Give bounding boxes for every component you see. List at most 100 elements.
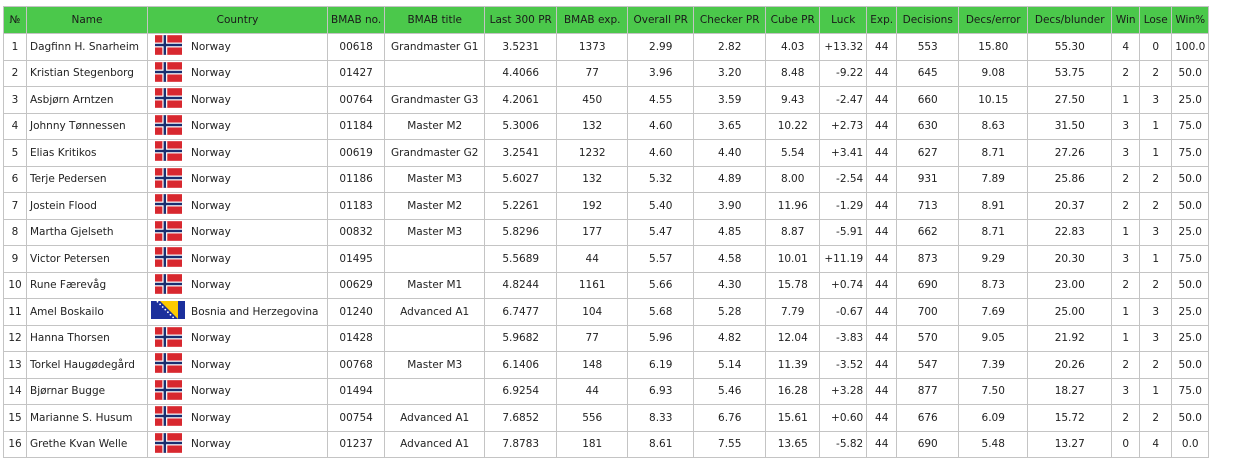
- cell-bmab-no: 00768: [326, 351, 386, 379]
- cell-checker-pr: 7.55: [693, 430, 767, 458]
- cell-bmab-title: Master M2: [384, 192, 486, 220]
- cell-bmab-title: Master M3: [384, 165, 486, 193]
- cell-exp: 44: [866, 86, 898, 114]
- table-row[interactable]: 5 Elias Kritikos Norway 00619 Grandmaster G2…: [3, 139, 1210, 167]
- cell-decs-blunder: 20.30: [1027, 245, 1113, 273]
- cell-overall-pr: 5.47: [627, 218, 695, 246]
- norway-flag: [151, 379, 185, 403]
- header-win-pct[interactable]: Win%: [1171, 6, 1210, 34]
- cell-win-pct: 100.0: [1171, 33, 1210, 61]
- table-row[interactable]: 1 Dagfinn H. Snarheim Norway 00618 Grandmast…: [3, 33, 1210, 61]
- cell-bmab-title: [384, 324, 486, 352]
- cell-luck: -0.67: [819, 298, 868, 326]
- cell-rank: 12: [3, 324, 27, 352]
- cell-player-name: Kristian Stegenborg: [26, 59, 148, 87]
- country-name: Norway: [191, 252, 231, 265]
- cell-lose: 3: [1139, 298, 1173, 326]
- cell-player-name: Amel Boskailo: [26, 298, 148, 326]
- cell-bmab-title: Master M3: [384, 351, 486, 379]
- cell-bmab-no: 01240: [326, 298, 386, 326]
- cell-win: 3: [1111, 139, 1141, 167]
- table-row[interactable]: 3 Asbjørn Arntzen Norway 00764 Grandmaster G…: [3, 86, 1210, 114]
- table-row[interactable]: 8 Martha Gjelseth Norway 00832 Master M3 5.82…: [3, 218, 1210, 246]
- cell-exp: 44: [866, 59, 898, 87]
- cell-exp: 44: [866, 192, 898, 220]
- header-bmab-no[interactable]: BMAB no.: [326, 6, 386, 34]
- norway-flag: [151, 35, 185, 58]
- table-row[interactable]: 2 Kristian Stegenborg Norway 01427 4.4066 77 3…: [3, 59, 1210, 87]
- header-decs-error[interactable]: Decs/error: [958, 6, 1029, 34]
- cell-last-300-pr: 4.2061: [484, 86, 558, 114]
- cell-win-pct: 50.0: [1171, 192, 1210, 220]
- cell-win: 2: [1111, 59, 1141, 87]
- country-name: Norway: [191, 332, 231, 345]
- table-row[interactable]: 6 Terje Pedersen Norway 01186 Master M3 5.602…: [3, 165, 1210, 193]
- cell-last-300-pr: 5.9682: [484, 324, 558, 352]
- header-exp[interactable]: Exp.: [866, 6, 898, 34]
- cell-decs-error: 9.29: [958, 245, 1029, 273]
- table-row[interactable]: 16 Grethe Kvan Welle Norway 01237 Advanced A…: [3, 430, 1210, 458]
- header-bmab-exp[interactable]: BMAB exp.: [556, 6, 629, 34]
- header-win[interactable]: Win: [1111, 6, 1141, 34]
- cell-cube-pr: 9.43: [765, 86, 821, 114]
- header-checker-pr[interactable]: Checker PR: [693, 6, 767, 34]
- header-bmab-title[interactable]: BMAB title: [384, 6, 486, 34]
- cell-player-name: Elias Kritikos: [26, 139, 148, 167]
- cell-player-name: Terje Pedersen: [26, 165, 148, 193]
- cell-decs-blunder: 31.50: [1027, 112, 1113, 140]
- cell-win: 2: [1111, 192, 1141, 220]
- cell-player-name: Bjørnar Bugge: [26, 377, 148, 405]
- cell-player-name: Dagfinn H. Snarheim: [26, 33, 148, 61]
- header-country[interactable]: Country: [147, 6, 328, 34]
- cell-bmab-exp: 77: [556, 324, 629, 352]
- cell-bmab-title: [384, 59, 486, 87]
- table-row[interactable]: 14 Bjørnar Bugge Norway 01494 6.9254 44 6.93 5.…: [3, 377, 1210, 405]
- cell-rank: 15: [3, 404, 27, 432]
- header-cube-pr[interactable]: Cube PR: [765, 6, 821, 34]
- cell-bmab-title: [384, 377, 486, 405]
- cell-rank: 3: [3, 86, 27, 114]
- cell-decisions: 676: [896, 404, 960, 432]
- cell-cube-pr: 11.96: [765, 192, 821, 220]
- header-name[interactable]: Name: [26, 6, 148, 34]
- cell-bmab-title: Master M2: [384, 112, 486, 140]
- table-row[interactable]: 7 Jostein Flood Norway 01183 Master M2 5.2261…: [3, 192, 1210, 220]
- table-row[interactable]: 13 Torkel Haugødegård Norway 00768 Master M3…: [3, 351, 1210, 379]
- header-overall-pr[interactable]: Overall PR: [627, 6, 695, 34]
- cell-decisions: 931: [896, 165, 960, 193]
- header-decisions[interactable]: Decisions: [896, 6, 960, 34]
- cell-last-300-pr: 5.2261: [484, 192, 558, 220]
- table-row[interactable]: 11 Amel Boskailo Bosnia and Herzegovina 012…: [3, 298, 1210, 326]
- table-row[interactable]: 10 Rune Færevåg Norway 00629 Master M1 4.8244…: [3, 271, 1210, 299]
- cell-checker-pr: 3.20: [693, 59, 767, 87]
- norway-flag: [151, 273, 185, 297]
- cell-overall-pr: 5.40: [627, 192, 695, 220]
- cell-checker-pr: 4.40: [693, 139, 767, 167]
- cell-decs-blunder: 25.00: [1027, 298, 1113, 326]
- cell-win-pct: 50.0: [1171, 351, 1210, 379]
- cell-bmab-title: Grandmaster G3: [384, 86, 486, 114]
- cell-bmab-exp: 148: [556, 351, 629, 379]
- table-row[interactable]: 4 Johnny Tønnessen Norway 01184 Master M2 5.3…: [3, 112, 1210, 140]
- cell-overall-pr: 4.60: [627, 139, 695, 167]
- cell-rank: 10: [3, 271, 27, 299]
- cell-exp: 44: [866, 112, 898, 140]
- header-decs-blunder[interactable]: Decs/blunder: [1027, 6, 1113, 34]
- header-luck[interactable]: Luck: [819, 6, 868, 34]
- table-row[interactable]: 12 Hanna Thorsen Norway 01428 5.9682 77 5.96 4.…: [3, 324, 1210, 352]
- table-row[interactable]: 9 Victor Petersen Norway 01495 5.5689 44 5.57 4…: [3, 245, 1210, 273]
- cell-rank: 6: [3, 165, 27, 193]
- header-lose[interactable]: Lose: [1139, 6, 1173, 34]
- table-row[interactable]: 15 Marianne S. Husum Norway 00754 Advanced A…: [3, 404, 1210, 432]
- cell-win: 2: [1111, 165, 1141, 193]
- header-number[interactable]: №: [3, 6, 27, 34]
- cell-checker-pr: 4.30: [693, 271, 767, 299]
- cell-win-pct: 25.0: [1171, 324, 1210, 352]
- cell-luck: -5.91: [819, 218, 868, 246]
- country-name: Norway: [191, 93, 231, 106]
- cell-cube-pr: 8.00: [765, 165, 821, 193]
- header-last-300-pr[interactable]: Last 300 PR: [484, 6, 558, 34]
- cell-decs-error: 7.89: [958, 165, 1029, 193]
- cell-country: Norway: [147, 165, 328, 193]
- cell-decisions: 570: [896, 324, 960, 352]
